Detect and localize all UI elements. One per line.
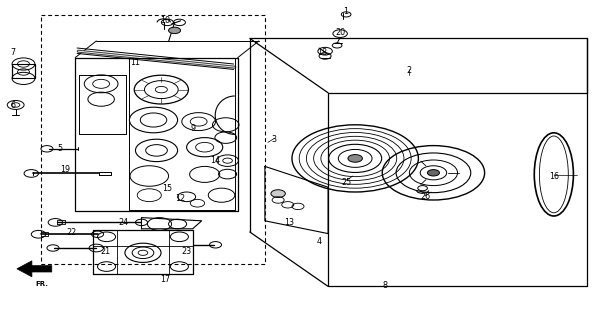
Circle shape	[271, 190, 285, 197]
Text: 16: 16	[549, 172, 559, 180]
Text: 18: 18	[317, 48, 327, 57]
Circle shape	[348, 155, 362, 162]
Text: 19: 19	[60, 165, 70, 174]
Text: 14: 14	[211, 156, 220, 164]
Text: 11: 11	[131, 58, 140, 67]
Text: 25: 25	[341, 178, 352, 187]
Polygon shape	[17, 261, 52, 277]
Text: 7: 7	[11, 48, 16, 57]
Text: 6: 6	[11, 101, 16, 110]
Text: 9: 9	[190, 124, 195, 132]
Text: 26: 26	[420, 192, 430, 201]
Text: 24: 24	[119, 218, 128, 227]
Text: 4: 4	[317, 237, 321, 246]
Circle shape	[169, 27, 181, 34]
Text: 23: 23	[182, 247, 191, 256]
Text: 3: 3	[272, 135, 276, 144]
Circle shape	[427, 170, 439, 176]
Text: 10: 10	[161, 16, 170, 25]
Text: 8: 8	[383, 281, 388, 290]
Text: 22: 22	[66, 228, 76, 237]
Text: 20: 20	[336, 28, 346, 36]
Text: 2: 2	[407, 66, 412, 75]
Text: 17: 17	[161, 275, 170, 284]
Text: 13: 13	[284, 218, 294, 227]
Text: 21: 21	[101, 247, 110, 256]
Text: 1: 1	[344, 7, 349, 16]
Text: FR.: FR.	[36, 281, 49, 287]
Text: 12: 12	[176, 194, 185, 203]
Text: 5: 5	[58, 144, 63, 153]
Text: 15: 15	[163, 184, 172, 193]
